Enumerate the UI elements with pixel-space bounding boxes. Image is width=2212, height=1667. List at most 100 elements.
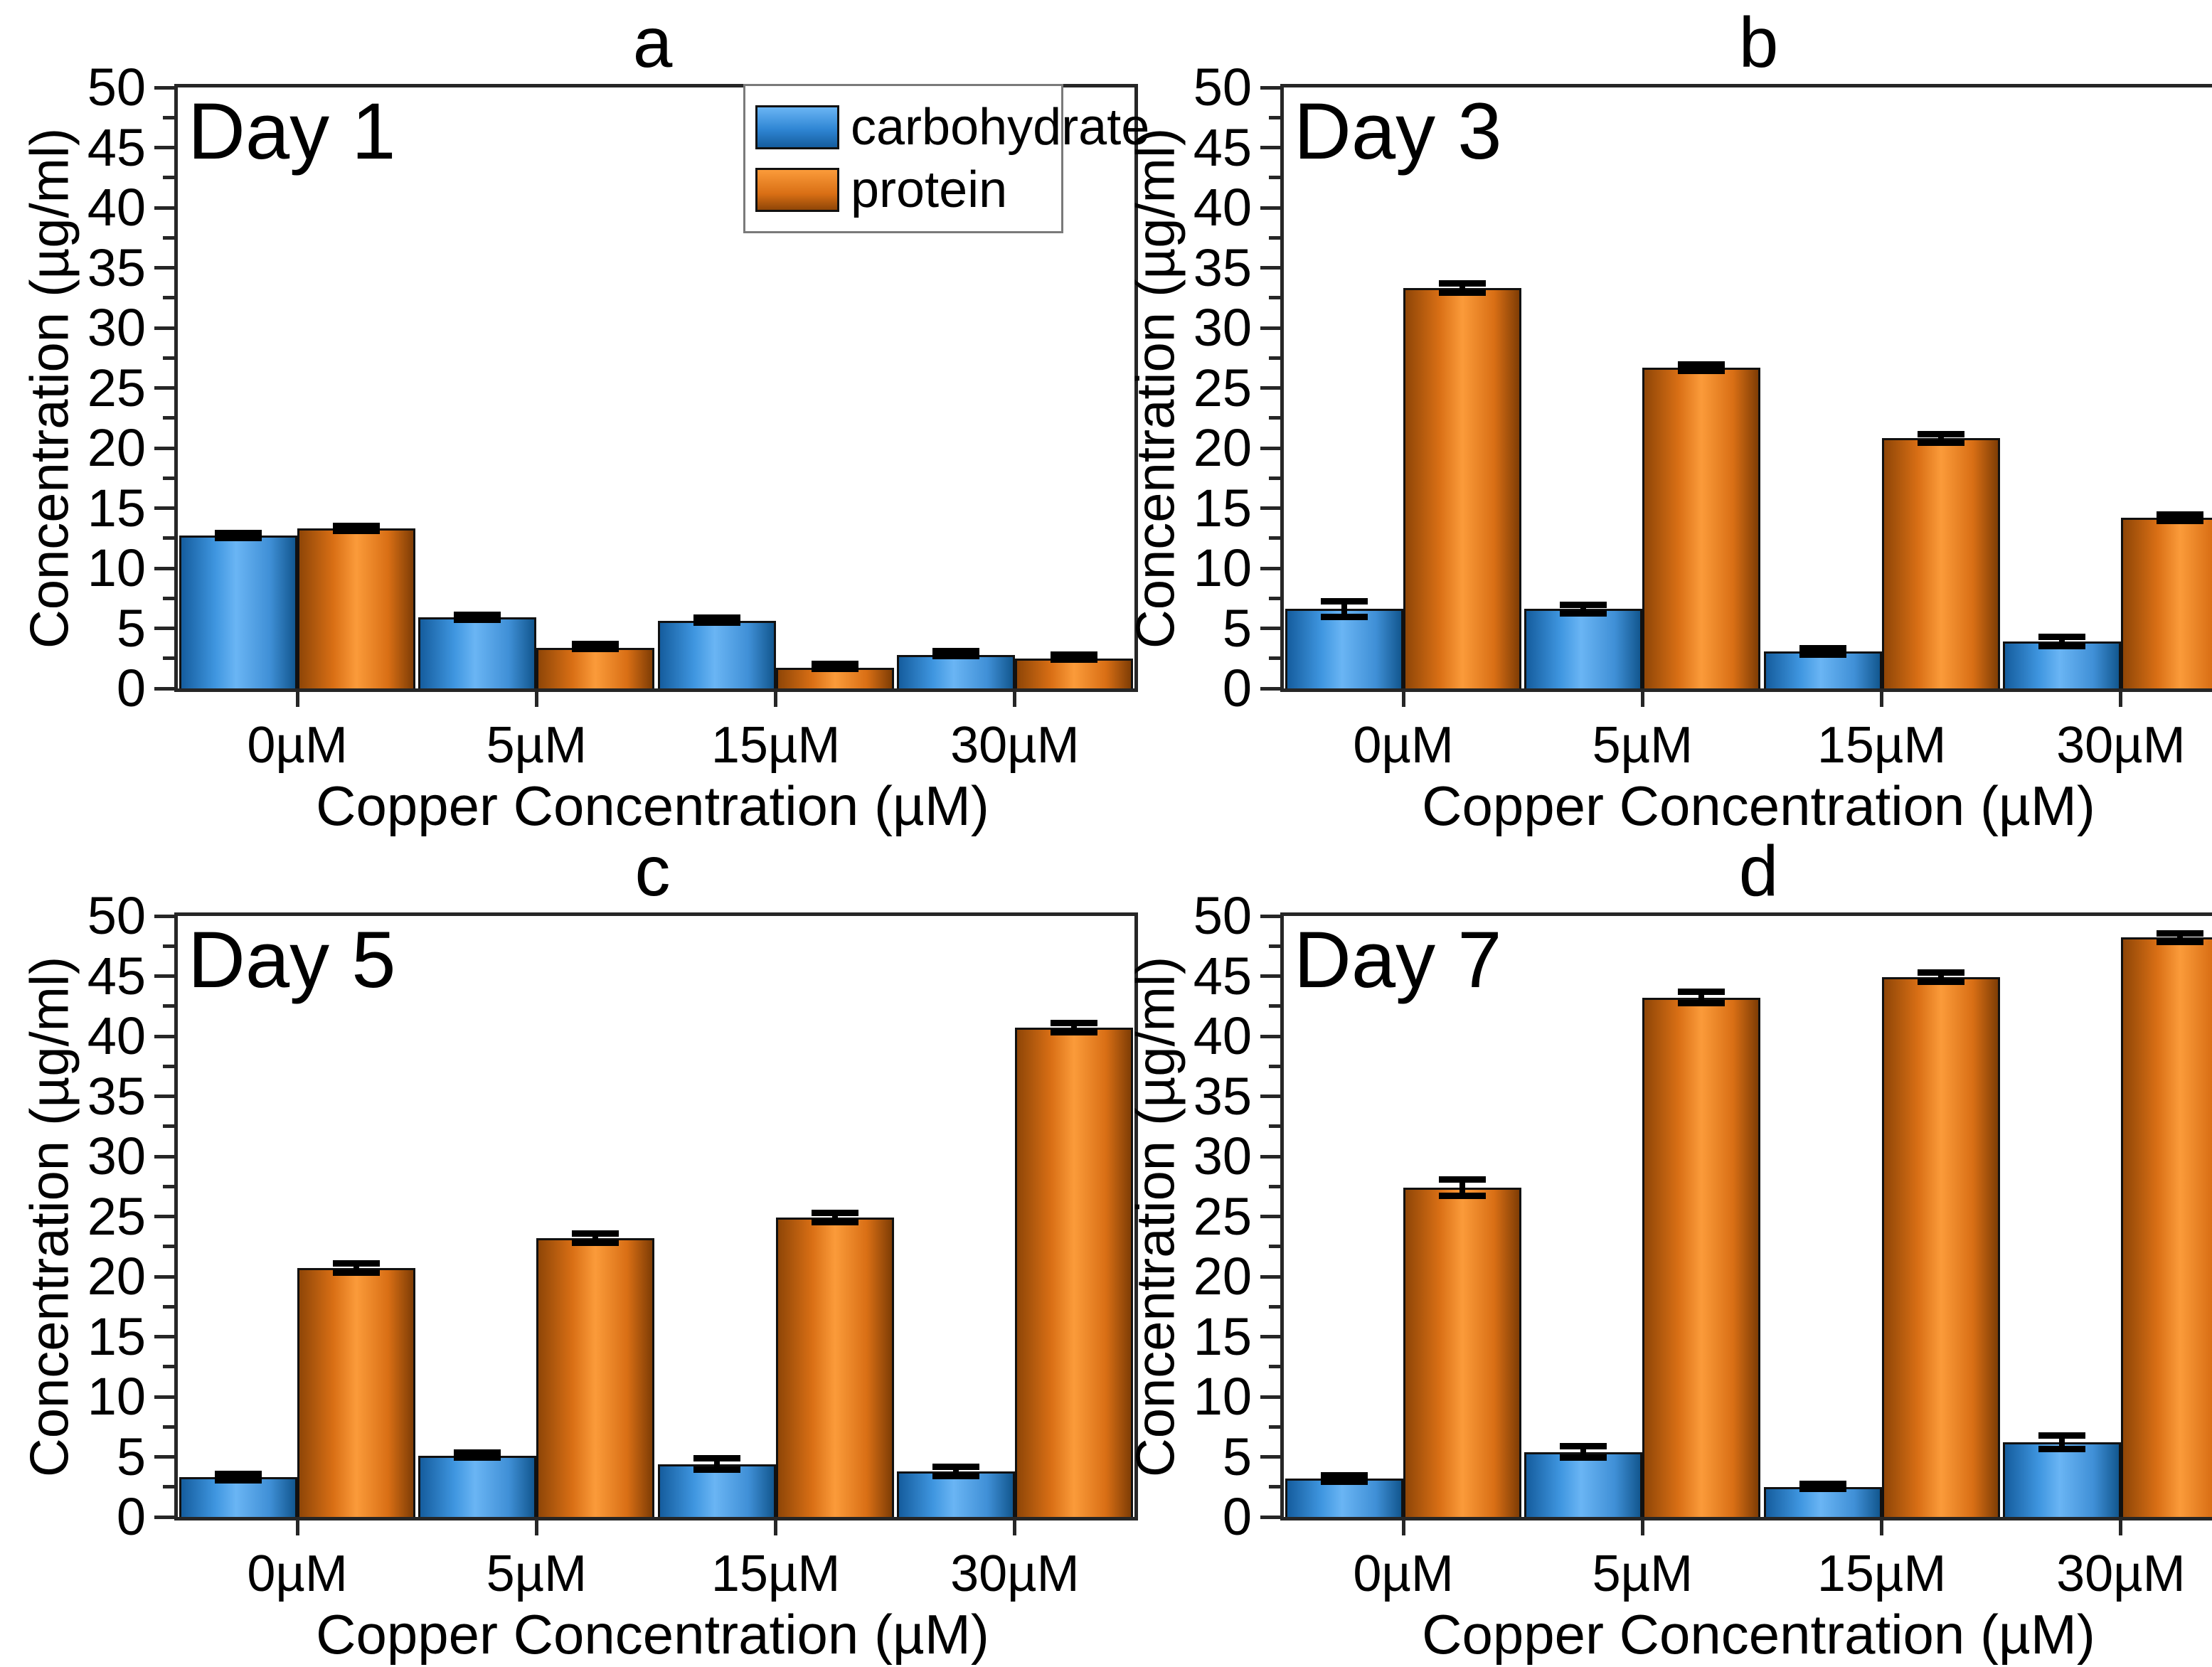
y-minor-tick [1269, 235, 1280, 240]
x-tick [774, 1517, 778, 1535]
y-major-tick [154, 85, 174, 90]
x-category-label: 15µM [711, 1545, 841, 1602]
y-tick-label: 50 [87, 886, 146, 945]
y-minor-tick [1269, 356, 1280, 360]
error-bar-cap-top [1678, 989, 1726, 996]
legend: carbohydrate protein [743, 84, 1149, 233]
error-bar-carbohydrate-0µM [215, 529, 262, 541]
x-category-label: 0µM [247, 1545, 348, 1602]
y-tick-label: 30 [1193, 1127, 1252, 1186]
y-tick-label: 45 [1193, 946, 1252, 1006]
error-bar-cap-bottom [932, 1472, 979, 1479]
y-minor-tick [163, 1485, 174, 1489]
x-category-label: 30µM [950, 717, 1080, 774]
y-major-tick [154, 1335, 174, 1338]
y-tick-label: 50 [1193, 886, 1252, 945]
error-bar-cap-top [932, 1464, 979, 1471]
y-major-tick [1260, 1455, 1280, 1459]
x-category-label: 5µM [1592, 717, 1693, 774]
y-minor-tick [163, 1424, 174, 1429]
x-tick [2119, 1517, 2123, 1535]
y-tick-label: 40 [87, 178, 146, 237]
x-tick [1013, 1517, 1017, 1535]
y-minor-tick [163, 1124, 174, 1129]
error-bar-cap-bottom [2038, 642, 2085, 649]
error-bar-line [1070, 1023, 1077, 1033]
plot-area: Concentration (µg/ml) 0 5 10 15 20 25 30 35 40 45 5… [20, 58, 1150, 774]
y-major-tick [154, 1154, 174, 1159]
error-bar-cap-top [1799, 1481, 1846, 1488]
error-bar-line [2176, 513, 2183, 522]
error-bar-protein-15µM [811, 1210, 858, 1225]
error-bar-cap-top [1439, 280, 1487, 287]
y-tick-label: 5 [116, 598, 146, 658]
error-bar-cap-bottom [1799, 651, 1846, 658]
error-bar-cap-bottom [1321, 1479, 1368, 1485]
error-bar-line [1937, 433, 1944, 444]
y-major-tick [1260, 206, 1280, 210]
error-bar-protein-15µM [1917, 969, 1964, 985]
y-tick-label: 15 [87, 1306, 146, 1366]
error-bar-protein-0µM [333, 522, 381, 534]
error-bar-cap-top [693, 614, 740, 621]
error-bar-line [952, 1466, 959, 1476]
y-minor-tick [1269, 1124, 1280, 1129]
y-minor-tick [1269, 1064, 1280, 1068]
x-category-label: 30µM [2056, 717, 2186, 774]
bar-protein-15µM [1881, 438, 2000, 688]
y-major-tick [1260, 1154, 1280, 1159]
error-bar-line [2176, 932, 2183, 943]
y-minor-tick [1269, 1304, 1280, 1309]
error-bar-line [1580, 604, 1587, 614]
error-bar-line [1459, 1179, 1466, 1196]
error-bar-cap-top [2038, 634, 2085, 641]
bar-protein-15µM [775, 1218, 894, 1517]
y-major-tick [1260, 1215, 1280, 1218]
y-tick-label: 25 [1193, 358, 1252, 417]
error-bar-cap-top [1321, 1471, 1368, 1479]
y-tick-label: 5 [116, 1427, 146, 1486]
error-bar-cap-top [2156, 930, 2203, 937]
y-minor-tick [163, 356, 174, 360]
error-bar-cap-bottom [811, 1218, 858, 1225]
panel-d: d Concentration (µg/ml) 0 5 10 15 20 25 30 35 40 45… [1106, 829, 2212, 1666]
y-minor-tick [163, 1365, 174, 1369]
error-bar-cap-bottom [333, 527, 381, 534]
y-minor-tick [1269, 476, 1280, 480]
y-tick-label: 20 [87, 1247, 146, 1306]
y-tick-label: 0 [116, 1487, 146, 1546]
y-major-tick [154, 627, 174, 630]
error-bar-cap-bottom [693, 1466, 740, 1474]
x-tick [1640, 1517, 1644, 1535]
x-tick [534, 688, 538, 707]
legend-item-protein: protein [755, 159, 1054, 221]
error-bar-cap-top [1678, 361, 1726, 368]
y-major-tick [154, 914, 174, 918]
y-major-tick [1260, 446, 1280, 450]
x-category-label: 0µM [247, 717, 348, 774]
error-bar-line [592, 1233, 599, 1243]
y-major-tick [1260, 974, 1280, 978]
day-label: Day 1 [188, 87, 396, 176]
error-bar-protein-30µM [1050, 1020, 1097, 1035]
y-tick-label: 45 [1193, 117, 1252, 177]
y-tick-label: 35 [1193, 1066, 1252, 1126]
x-tick [774, 688, 778, 707]
error-bar-cap-top [1321, 597, 1368, 605]
error-bar-cap-bottom [2156, 518, 2203, 525]
y-major-tick [1260, 1034, 1280, 1038]
error-bar-cap-top [1560, 601, 1607, 608]
y-minor-tick [163, 296, 174, 300]
error-bar-cap-bottom [215, 1477, 262, 1484]
error-bar-line [2058, 1435, 2065, 1450]
bar-carbohydrate-0µM [179, 1477, 298, 1517]
error-bar-cap-top [811, 660, 858, 667]
y-major-tick [1260, 566, 1280, 570]
y-tick-label: 0 [1222, 659, 1252, 718]
y-minor-tick [1269, 115, 1280, 119]
error-bar-cap-bottom [1917, 440, 1964, 447]
y-tick-label: 45 [87, 117, 146, 177]
error-bar-line [2058, 637, 2065, 646]
y-minor-tick [163, 115, 174, 119]
y-major-tick [154, 1395, 174, 1399]
